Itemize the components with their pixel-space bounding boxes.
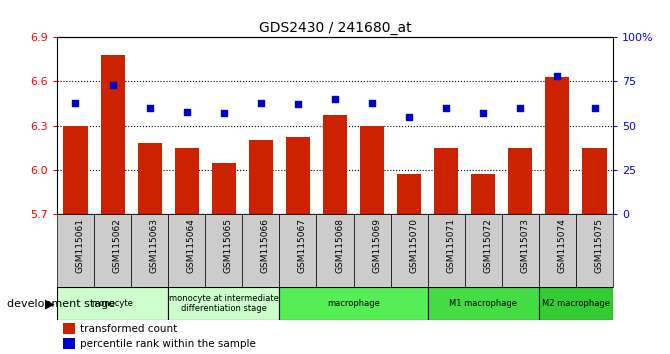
Bar [427,214,465,287]
Text: GSM115062: GSM115062 [113,218,121,273]
Bar [545,77,570,214]
Point [366,100,377,105]
Point [218,110,229,116]
Point [404,114,415,120]
Bar [212,162,236,214]
Bar [131,214,168,287]
Text: GSM115063: GSM115063 [149,218,159,273]
Point [330,96,340,102]
Point [70,100,81,105]
Bar [539,287,613,320]
Bar [62,324,75,334]
Text: macrophage: macrophage [327,299,380,308]
Bar [316,214,354,287]
Text: ▶: ▶ [46,297,55,310]
Text: GSM115064: GSM115064 [187,218,196,273]
Bar [354,214,391,287]
Bar [64,126,88,214]
Bar [471,175,495,214]
Bar [279,214,316,287]
Point [552,73,563,79]
Bar [427,287,539,320]
Text: development stage: development stage [7,298,115,309]
Point [441,105,452,111]
Text: GSM115070: GSM115070 [409,218,418,273]
Text: GSM115067: GSM115067 [298,218,307,273]
Text: GSM115069: GSM115069 [372,218,381,273]
Bar [168,214,205,287]
Bar [57,214,94,287]
Point [589,105,600,111]
Bar [168,287,279,320]
Point [255,100,266,105]
Text: transformed count: transformed count [80,324,178,333]
Text: GSM115072: GSM115072 [483,218,492,273]
Bar [279,287,427,320]
Text: GSM115065: GSM115065 [224,218,232,273]
Bar [249,141,273,214]
Text: GSM115066: GSM115066 [261,218,270,273]
Bar [323,115,347,214]
Text: M1 macrophage: M1 macrophage [450,299,517,308]
Bar [62,338,75,349]
Text: monocyte: monocyte [92,299,133,308]
Point [293,102,304,107]
Text: percentile rank within the sample: percentile rank within the sample [80,339,256,349]
Bar [175,148,199,214]
Bar [397,175,421,214]
Bar [509,148,533,214]
Bar [582,148,606,214]
Bar [539,214,576,287]
Text: monocyte at intermediate
differentiation stage: monocyte at intermediate differentiation… [169,294,279,313]
Bar [391,214,427,287]
Text: GSM115075: GSM115075 [594,218,604,273]
Bar [286,137,310,214]
Text: GSM115073: GSM115073 [521,218,529,273]
Bar [434,148,458,214]
Bar [100,55,125,214]
Text: GSM115061: GSM115061 [76,218,84,273]
Point [144,105,155,111]
Bar [576,214,613,287]
Point [182,109,192,114]
Bar [243,214,279,287]
Point [515,105,526,111]
Text: GSM115071: GSM115071 [446,218,455,273]
Bar [465,214,502,287]
Point [107,82,118,88]
Bar [57,287,168,320]
Title: GDS2430 / 241680_at: GDS2430 / 241680_at [259,21,411,35]
Bar [137,143,161,214]
Bar [94,214,131,287]
Text: GSM115068: GSM115068 [335,218,344,273]
Text: GSM115074: GSM115074 [557,218,566,273]
Bar [502,214,539,287]
Bar [205,214,243,287]
Point [478,110,488,116]
Text: M2 macrophage: M2 macrophage [542,299,610,308]
Bar [360,126,384,214]
